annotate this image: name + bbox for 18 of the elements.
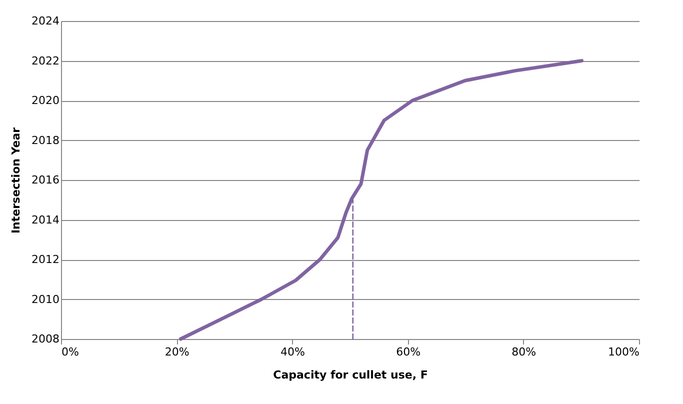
y-tick-label: 2014 xyxy=(32,213,60,226)
y-tick-label: 2020 xyxy=(32,94,60,107)
y-axis-title: Intersection Year xyxy=(10,126,23,234)
y-tick-label: 2008 xyxy=(32,332,60,346)
x-tick-label: 0% xyxy=(62,346,79,358)
x-tick-label: 20% xyxy=(164,346,190,358)
x-tick-label: 60% xyxy=(396,346,421,358)
x-tick-label: 40% xyxy=(280,346,305,358)
y-tick-label: 2016 xyxy=(32,174,60,186)
x-tick-label: 100% xyxy=(608,346,640,358)
x-tick-label: 80% xyxy=(512,346,536,358)
y-tick-label: 2012 xyxy=(32,253,60,266)
x-axis-title: Capacity for cullet use, F xyxy=(273,368,428,382)
y-tick-label: 2022 xyxy=(32,54,60,68)
y-tick-label: 2010 xyxy=(32,292,60,306)
y-tick-label: 2018 xyxy=(32,134,60,147)
line-series xyxy=(178,59,584,341)
y-tick-label: 2024 xyxy=(32,14,60,28)
